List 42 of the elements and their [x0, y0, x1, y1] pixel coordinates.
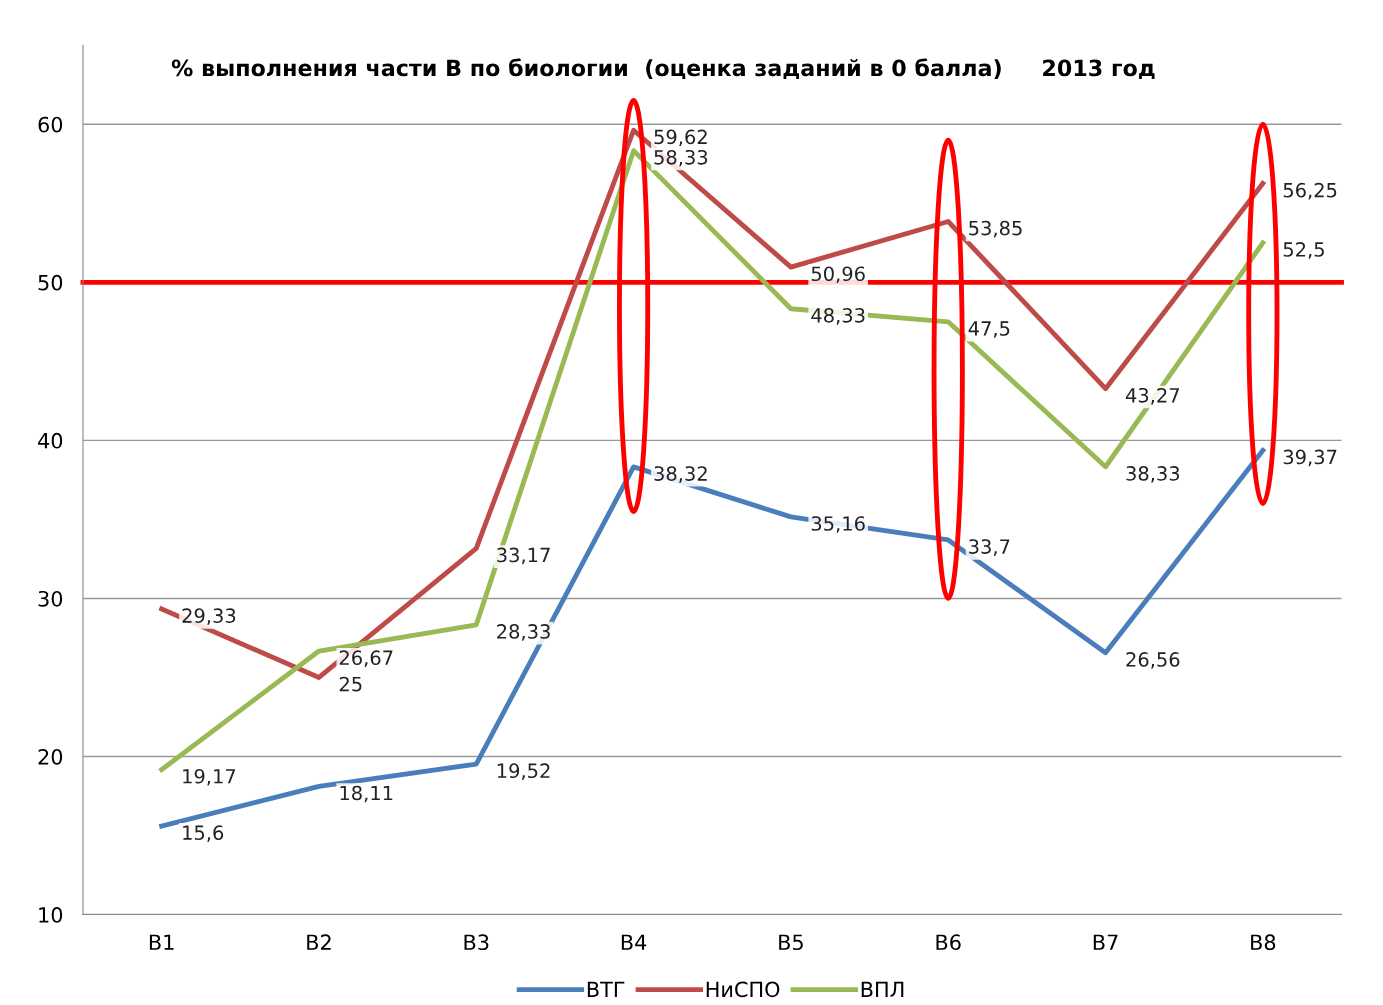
legend-label: ВПЛ — [861, 981, 904, 997]
data-label: 15,6 — [183, 825, 224, 842]
x-tick-label: В5 — [779, 934, 803, 951]
data-label: 59,62 — [654, 129, 707, 147]
data-label: 43,27 — [1125, 387, 1179, 405]
data-label: 26,67 — [339, 650, 393, 668]
data-label: 33,7 — [969, 539, 1010, 556]
x-tick-label: В7 — [1093, 934, 1118, 950]
text: % выполнения части В по биологии (оценка заданий в 0 балла) 2013 год — [171, 58, 1155, 80]
data-label: 58,33 — [654, 149, 708, 167]
x-tick-label: В1 — [149, 934, 174, 950]
x-tick-label: В6 — [936, 934, 961, 951]
data-label: 29,33 — [182, 608, 236, 625]
x-tick-label: В2 — [307, 934, 331, 950]
y-tick-label: 60 — [38, 116, 63, 133]
data-label: 18,11 — [340, 785, 393, 803]
y-tick-label: 30 — [38, 590, 63, 607]
data-label: 52,5 — [1283, 242, 1324, 259]
x-tick-label: В3 — [464, 934, 489, 951]
data-label: 19,52 — [497, 763, 550, 781]
data-label: 33,17 — [497, 547, 550, 565]
legend-label: НиСПО — [706, 981, 780, 998]
data-label: 47,5 — [968, 321, 1010, 338]
x-tick-label: В4 — [621, 934, 647, 950]
y-tick-label: 10 — [39, 907, 63, 923]
data-label: 19,17 — [183, 768, 236, 786]
y-tick-label: 20 — [38, 748, 63, 765]
data-label: 25 — [339, 676, 362, 692]
legend-label: ВТГ — [587, 981, 625, 997]
data-label: 38,33 — [1126, 466, 1180, 483]
data-label: 38,32 — [654, 466, 707, 483]
data-label: 28,33 — [497, 624, 550, 641]
data-label: 53,85 — [969, 220, 1022, 238]
data-label: 56,25 — [1283, 182, 1337, 200]
data-label: 48,33 — [811, 307, 865, 325]
data-label: 50,96 — [811, 266, 865, 284]
data-label: 39,37 — [1283, 449, 1337, 467]
y-tick-label: 40 — [38, 432, 63, 449]
data-label: 35,16 — [811, 516, 865, 533]
data-label: 26,56 — [1126, 652, 1180, 669]
x-tick-label: В8 — [1251, 934, 1276, 951]
y-tick-label: 50 — [38, 274, 63, 291]
